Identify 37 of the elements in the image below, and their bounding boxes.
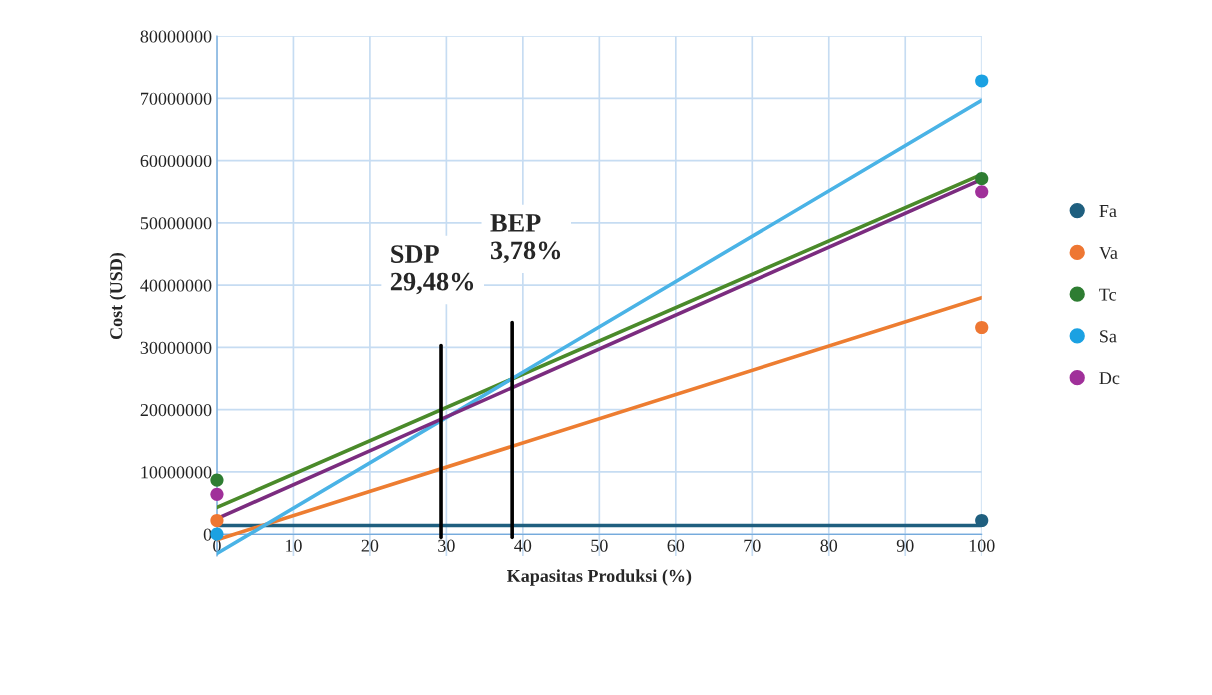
- x-tick-label: 0: [213, 539, 221, 552]
- point: [210, 513, 224, 528]
- y-tick-label: 60000000: [140, 154, 212, 168]
- y-axis-title: Cost (USD): [109, 252, 126, 340]
- x-tick-label: 60: [667, 539, 685, 552]
- x-tick-label: 40: [514, 539, 532, 552]
- annotation: SDP 29,48%: [390, 245, 474, 295]
- point: [975, 513, 989, 528]
- x-tick-label: 50: [591, 539, 608, 552]
- point: [975, 185, 989, 199]
- x-tick-label: 10: [285, 539, 302, 552]
- y-tick-label: 0: [203, 528, 212, 541]
- legend-label: Va: [1099, 246, 1118, 259]
- legend-label: Tc: [1099, 288, 1117, 301]
- y-tick-label: 40000000: [140, 279, 212, 292]
- y-tick-label: 10000000: [141, 466, 212, 479]
- legend-label: Dc: [1099, 372, 1120, 385]
- y-tick-label: 80000000: [140, 30, 212, 43]
- y-tick-label: 70000000: [141, 92, 212, 105]
- legend-label: Sa: [1100, 330, 1117, 343]
- x-tick-label: 90: [896, 539, 914, 552]
- point: [975, 172, 989, 186]
- annotation: BEP 3,78%: [490, 214, 561, 264]
- x-tick-label: 100: [969, 539, 995, 552]
- x-tick-label: 70: [744, 539, 761, 552]
- y-tick-label: 50000000: [140, 217, 212, 230]
- point: [210, 487, 224, 501]
- x-axis-title: Kapasitas Produksi (%): [507, 569, 692, 586]
- y-tick-label: 20000000: [140, 403, 212, 417]
- legend-label: Fa: [1099, 205, 1117, 218]
- x-tick-label: 20: [361, 539, 379, 552]
- x-tick-label: 30: [438, 539, 455, 552]
- point: [210, 473, 224, 487]
- point: [975, 74, 989, 88]
- x-tick-label: 80: [820, 539, 838, 552]
- point: [975, 320, 989, 335]
- y-tick-label: 30000000: [140, 341, 212, 354]
